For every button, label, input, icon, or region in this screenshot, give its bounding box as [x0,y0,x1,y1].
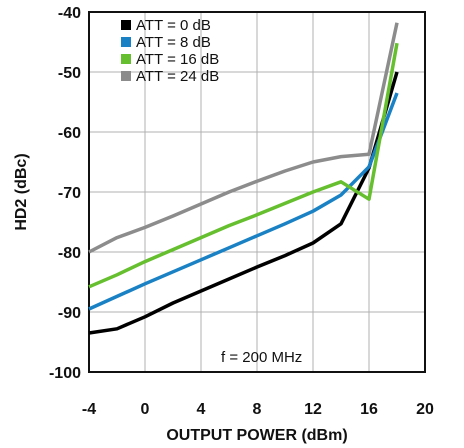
y-tick-label: -50 [58,65,81,82]
y-axis-label: HD2 (dBc) [13,153,30,230]
plot-area-frame [88,11,426,373]
x-tick-label: 8 [253,401,262,418]
legend-swatch [121,54,131,64]
series-line-1 [88,71,399,335]
y-tick-label: -40 [58,5,81,22]
legend-entry-label: ATT = 16 dB [136,51,219,68]
x-tick-labels: -4 0 4 8 12 16 20 [82,401,434,418]
x-tick-label: 0 [141,401,150,418]
y-tick-label: -90 [58,305,81,322]
x-tick-label: 4 [197,401,206,418]
series-lines [88,22,399,335]
legend-entry-label: ATT = 0 dB [136,17,211,34]
legend-swatch [121,71,131,81]
series-line-4 [88,22,399,254]
series-line-2 [88,92,399,311]
legend-swatch [121,20,131,30]
y-tick-label: -80 [58,245,81,262]
series-line-3 [88,42,399,289]
y-tick-label: -100 [49,365,81,382]
x-tick-label: 20 [416,401,434,418]
y-tick-label: -70 [58,185,81,202]
x-tick-label: 16 [360,401,378,418]
legend-entry-label: ATT = 24 dB [136,68,219,85]
legend-entry-label: ATT = 8 dB [136,34,211,51]
frequency-annotation: f = 200 MHz [221,349,302,366]
x-tick-label: 12 [304,401,322,418]
x-tick-label: -4 [82,401,96,418]
y-tick-label: -60 [58,125,81,142]
x-axis-label: OUTPUT POWER (dBm) [166,427,347,444]
y-tick-labels: -40 -50 -60 -70 -80 -90 -100 [49,5,81,382]
legend-swatch [121,37,131,47]
